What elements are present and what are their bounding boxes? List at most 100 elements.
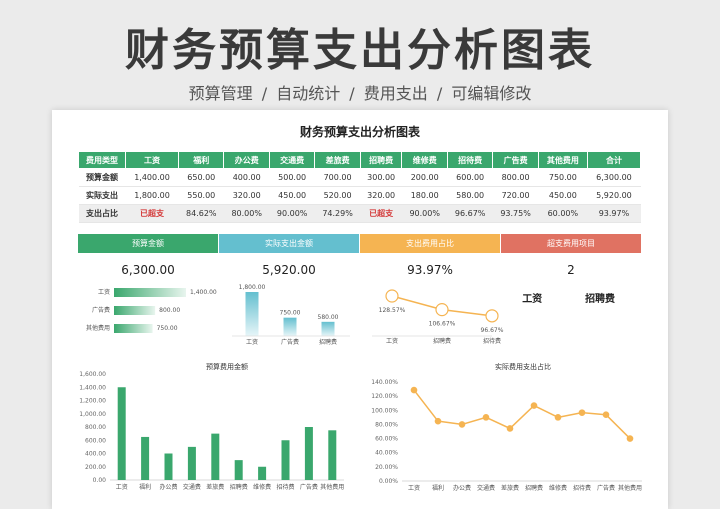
- bar: [187, 446, 196, 480]
- table-cell[interactable]: 90.00%: [401, 204, 448, 223]
- table-cell[interactable]: 720.00: [492, 186, 539, 205]
- data-point: [435, 303, 449, 317]
- table-cell[interactable]: 400.00: [223, 168, 270, 187]
- table-cell[interactable]: 6,300.00: [587, 168, 641, 187]
- header-cell[interactable]: 差旅费: [314, 151, 361, 169]
- table-cell[interactable]: 93.97%: [587, 204, 641, 223]
- y-tick-label: 0.00: [93, 477, 107, 484]
- mini-ratio-line-chart: 128.57% 工资 106.67% 招聘费 96.67% 招待费: [372, 289, 504, 345]
- header-cell[interactable]: 招聘费: [359, 151, 403, 169]
- header-cell[interactable]: 办公费: [223, 151, 270, 169]
- hero-tag: 自动统计: [276, 84, 341, 103]
- hero-tag: 费用支出: [363, 84, 428, 103]
- table-cell[interactable]: 84.62%: [178, 204, 224, 223]
- header-cell[interactable]: 合计: [586, 151, 642, 169]
- table-cell[interactable]: 96.67%: [447, 204, 493, 223]
- table-cell[interactable]: 520.00: [314, 186, 361, 205]
- bar: [304, 427, 313, 480]
- y-tick-label: 100.00%: [371, 407, 398, 414]
- spreadsheet-sheet: 财务预算支出分析图表 费用类型 工资 福利 办公费 交通费 差旅费 招聘费 维修…: [52, 110, 668, 509]
- actual-ratio-line-chart: 实际费用支出占比 0.00% 20.00% 40.00% 60.00% 80.00% 100…: [371, 362, 642, 492]
- table-row: 实际支出 1,800.00 550.00 320.00 450.00 520.0…: [78, 186, 641, 205]
- table-cell[interactable]: 180.00: [401, 186, 448, 205]
- kpi-value-actual: 5,920.00: [262, 263, 316, 277]
- data-point: [554, 414, 562, 421]
- y-tick-label: 120.00%: [371, 393, 398, 400]
- header-cell[interactable]: 维修费: [401, 151, 448, 169]
- y-tick-label: 1,200.00: [79, 398, 106, 405]
- table-cell[interactable]: 1,800.00: [125, 186, 179, 205]
- row-header-cell[interactable]: 支出占比: [78, 204, 126, 223]
- table-cell[interactable]: 580.00: [447, 186, 493, 205]
- kpi-header-budget: 预算金额: [78, 234, 218, 253]
- header-cell[interactable]: 福利: [178, 151, 225, 169]
- data-label: 750.00: [157, 325, 178, 332]
- x-tick-label: 办公费: [159, 483, 177, 491]
- x-tick-label: 招待费: [483, 337, 501, 345]
- row-header-cell[interactable]: 预算金额: [78, 168, 126, 187]
- table-header-row: 费用类型 工资 福利 办公费 交通费 差旅费 招聘费 维修费 招待费 广告费 其…: [78, 151, 642, 169]
- table-cell[interactable]: 450.00: [269, 186, 315, 205]
- table-cell-over-budget[interactable]: 已超支: [360, 204, 402, 223]
- data-point: [602, 411, 610, 419]
- table-cell[interactable]: 800.00: [492, 168, 539, 187]
- table-cell-over-budget[interactable]: 已超支: [125, 204, 179, 223]
- header-cell[interactable]: 交通费: [268, 151, 316, 169]
- y-tick-label: 600.00: [85, 437, 106, 444]
- y-tick-label: 60.00%: [375, 436, 398, 443]
- bar: [114, 288, 186, 297]
- header-cell[interactable]: 费用类型: [78, 151, 126, 169]
- y-tick-label: 80.00%: [375, 421, 398, 428]
- table-cell[interactable]: 450.00: [538, 186, 588, 205]
- x-tick-label: 广告费: [281, 338, 299, 346]
- y-tick-label: 40.00%: [375, 450, 398, 457]
- table-cell[interactable]: 750.00: [538, 168, 588, 187]
- x-tick-label: 工资: [246, 338, 258, 346]
- bar: [114, 324, 153, 333]
- header-cell[interactable]: 工资: [124, 151, 180, 169]
- bar: [234, 460, 243, 480]
- x-tick-label: 差旅费: [501, 484, 519, 492]
- over-budget-items: 工资 招聘费: [500, 290, 640, 305]
- kpi-value-budget: 6,300.00: [121, 263, 175, 277]
- table-cell[interactable]: 5,920.00: [587, 186, 641, 205]
- table-cell[interactable]: 650.00: [178, 168, 224, 187]
- table-row: 支出占比 已超支 84.62% 80.00% 90.00% 74.29% 已超支…: [78, 204, 641, 223]
- header-cell[interactable]: 其他费用: [537, 151, 588, 169]
- x-tick-label: 交通费: [477, 484, 495, 492]
- data-point: [482, 414, 490, 421]
- table-cell[interactable]: 600.00: [447, 168, 493, 187]
- table-cell[interactable]: 1,400.00: [125, 168, 179, 187]
- table-cell[interactable]: 200.00: [401, 168, 448, 187]
- table-cell[interactable]: 80.00%: [223, 204, 270, 223]
- table-cell[interactable]: 320.00: [360, 186, 402, 205]
- x-tick-label: 办公费: [453, 484, 471, 492]
- bar: [117, 387, 126, 480]
- x-tick-label: 维修费: [253, 483, 271, 491]
- table-cell[interactable]: 74.29%: [314, 204, 361, 223]
- table-cell[interactable]: 300.00: [360, 168, 402, 187]
- table-cell[interactable]: 60.00%: [538, 204, 588, 223]
- row-header-cell[interactable]: 实际支出: [78, 186, 126, 205]
- header-cell[interactable]: 招待费: [446, 151, 494, 169]
- y-tick-label: 200.00: [85, 464, 106, 471]
- y-tick-label: 1,600.00: [79, 371, 106, 378]
- table-cell[interactable]: 550.00: [178, 186, 224, 205]
- data-label: 106.67%: [429, 321, 456, 328]
- x-tick-label: 福利: [432, 484, 444, 492]
- bar: [141, 436, 150, 480]
- hero-separator: /: [261, 84, 268, 103]
- x-tick-label: 招聘费: [525, 484, 543, 492]
- table-cell[interactable]: 320.00: [223, 186, 270, 205]
- table-cell[interactable]: 500.00: [269, 168, 315, 187]
- data-label: 1,400.00: [190, 289, 217, 296]
- data-point: [385, 289, 399, 303]
- data-point: [410, 386, 418, 394]
- table-cell[interactable]: 700.00: [314, 168, 361, 187]
- data-point: [626, 435, 634, 442]
- x-tick-label: 招聘费: [230, 483, 248, 491]
- x-tick-label: 招待费: [276, 483, 294, 491]
- table-cell[interactable]: 90.00%: [269, 204, 315, 223]
- header-cell[interactable]: 广告费: [492, 151, 539, 169]
- table-cell[interactable]: 93.75%: [492, 204, 539, 223]
